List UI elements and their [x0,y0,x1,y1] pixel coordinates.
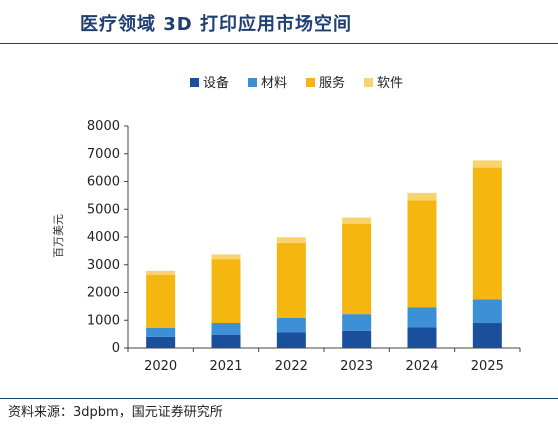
x-tick-label: 2024 [405,359,438,374]
y-axis-label: 百万美元 [52,214,65,258]
bar-segment-2024-设备 [407,327,437,348]
x-tick-label: 2025 [471,359,504,374]
y-tick-label: 8000 [87,119,120,134]
legend-swatch-软件 [364,78,373,87]
bar-segment-2023-材料 [342,314,372,331]
page-title: 医疗领域 3D 打印应用市场空间 [80,14,352,35]
bar-segment-2022-服务 [276,242,306,318]
x-tick-label: 2021 [209,359,242,374]
chart-legend: 设备 材料 服务 软件 [190,75,403,91]
bar-segment-2022-软件 [276,237,306,243]
bar-segment-2020-软件 [146,270,176,276]
x-tick-label: 2023 [340,359,373,374]
y-tick-label: 1000 [87,313,120,328]
legend-swatch-设备 [190,78,199,87]
bar-segment-2024-服务 [407,200,437,308]
y-tick-label: 0 [112,341,120,356]
x-tick-label: 2020 [144,359,177,374]
chart-bars [146,160,502,348]
y-tick-label: 4000 [87,230,120,245]
y-tick-label: 6000 [87,175,120,190]
bar-segment-2025-设备 [472,323,502,348]
x-tick-label: 2022 [275,359,308,374]
y-tick-label: 2000 [87,286,120,301]
legend-label: 软件 [377,76,403,91]
bar-segment-2021-服务 [211,259,241,324]
y-tick-label: 5000 [87,202,120,217]
bar-segment-2024-材料 [407,307,437,328]
legend-swatch-材料 [248,78,257,87]
bar-segment-2024-软件 [407,192,437,201]
chart-axes: 0 1000 2000 3000 4000 5000 6000 7000 8000 2020 202… [87,119,521,374]
bar-segment-2023-服务 [342,223,372,315]
bar-segment-2022-材料 [276,317,306,333]
bar-segment-2021-材料 [211,323,241,335]
bar-segment-2025-软件 [472,160,502,168]
bar-segment-2020-服务 [146,275,176,328]
legend-label: 设备 [203,75,229,91]
bar-segment-2023-设备 [342,330,372,348]
legend-label: 材料 [261,76,287,91]
bar-segment-2025-材料 [472,299,502,324]
bar-segment-2020-设备 [146,336,176,348]
bar-segment-2025-服务 [472,167,502,300]
legend-label: 服务 [319,75,345,91]
bar-segment-2021-设备 [211,334,241,348]
bar-segment-2023-软件 [342,217,372,224]
bar-segment-2021-软件 [211,254,241,260]
bar-segment-2022-设备 [276,332,306,348]
title-divider [0,43,558,44]
bar-segment-2020-材料 [146,327,176,337]
legend-swatch-服务 [306,78,315,87]
y-tick-label: 7000 [87,147,120,162]
footer-divider [0,398,558,399]
y-tick-label: 3000 [87,258,120,273]
source-note: 资料来源：3dpbm，国元证券研究所 [8,405,223,420]
